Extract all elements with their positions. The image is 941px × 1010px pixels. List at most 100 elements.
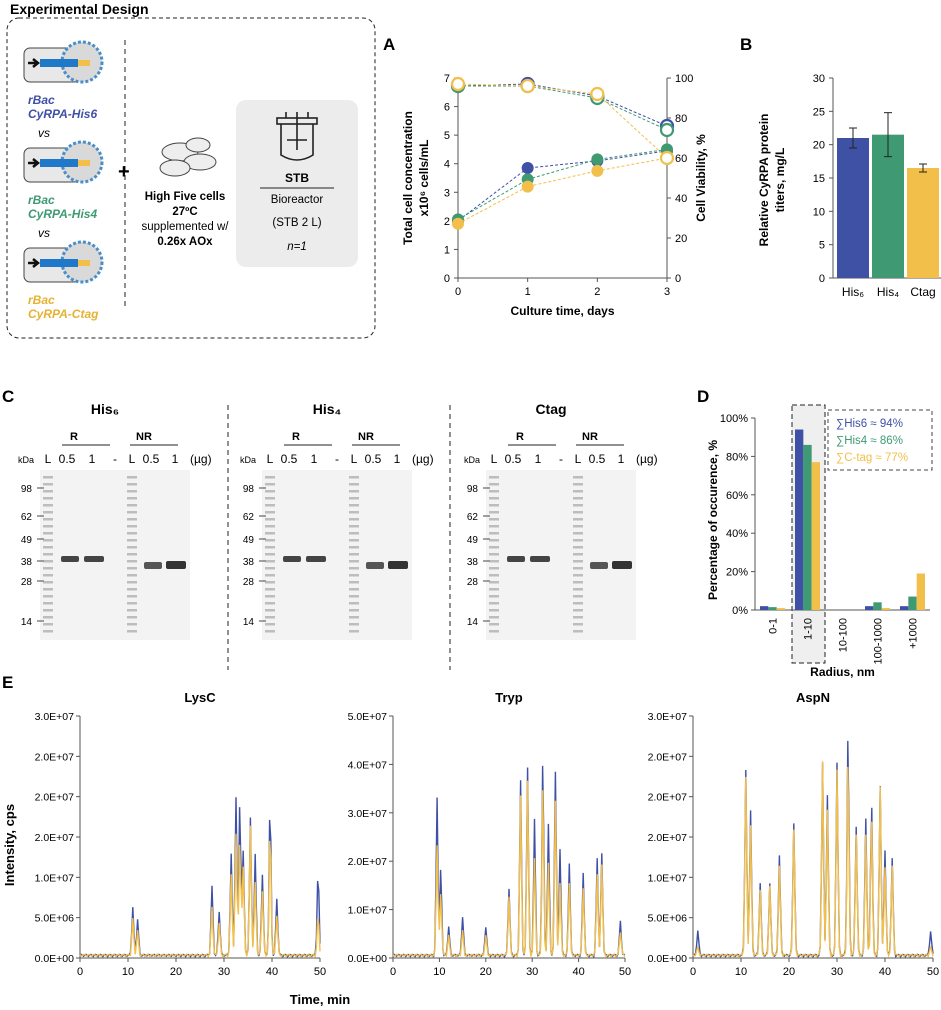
a-y-tick-label: 2: [444, 216, 450, 228]
gel-ladder-band: [573, 588, 583, 591]
gel-lane-label: L: [45, 452, 52, 466]
d-bar: [760, 606, 769, 610]
gel-ladder-band: [573, 490, 583, 493]
b-category-label: Ctag: [910, 285, 935, 299]
gene-block-icon: [40, 159, 78, 167]
gel-ladder-band: [127, 539, 137, 542]
gel-ladder-band: [127, 518, 137, 521]
e-y-tick-label: 0.0E+00: [648, 953, 688, 965]
e-y-axis-label: Intensity, cps: [2, 804, 17, 886]
gel-ladder-band: [265, 553, 275, 556]
e-y-tick-label: 1.0E+07: [648, 872, 688, 884]
a-y-tick-label: 5: [444, 130, 450, 142]
stb-volume-label: (STB 2 L): [272, 217, 321, 229]
d-category-label: +1000: [908, 618, 920, 649]
gel-nr-label: NR: [358, 431, 374, 443]
gel-r-label: R: [516, 431, 524, 443]
gel-ladder-band: [489, 532, 499, 535]
gel-ladder-band: [349, 595, 359, 598]
d-bar: [900, 606, 909, 610]
gel-kda-label: kDa: [464, 455, 480, 465]
vs-label: vs: [38, 126, 50, 140]
gel-marker-label: 38: [243, 557, 255, 568]
d-bar: [803, 444, 812, 610]
gel-ladder-band: [349, 602, 359, 605]
e-subplot-1: LysC 0.0E+00 5.0E+06 1.0E+07 2.0E+07 2.0E+07 2…: [35, 690, 327, 978]
plus-sign: +: [118, 161, 130, 183]
gel-ladder-band: [265, 518, 275, 521]
construct-name-line1: rBac: [28, 293, 55, 307]
d-y-tick-label: 60%: [726, 490, 748, 502]
gel-marker-label: 49: [243, 535, 255, 546]
gel-ladder-band: [265, 560, 275, 563]
gel-ladder-band: [573, 476, 583, 479]
gel-ladder-band: [127, 616, 137, 619]
e-x-axis-label: Time, min: [290, 992, 351, 1007]
gel-nr-label: NR: [136, 431, 152, 443]
gel-lane-label: -: [113, 452, 117, 466]
gel-ladder-band: [265, 567, 275, 570]
e-x-tick-label: 30: [526, 966, 538, 978]
gel-marker-label: 98: [243, 484, 255, 495]
gel-band: [306, 556, 326, 562]
b-bar: [907, 168, 939, 278]
gel-ladder-band: [573, 581, 583, 584]
gel-ladder-band: [489, 567, 499, 570]
gel-ladder-band: [127, 602, 137, 605]
construct-name-line1: rBac: [28, 93, 55, 107]
e-y-tick-label: 2.0E+07: [648, 751, 688, 763]
gel-ladder-band: [349, 560, 359, 563]
a-trend-line: [457, 148, 668, 220]
gel-ladder-band: [489, 497, 499, 500]
gel-ladder-band: [127, 497, 137, 500]
a-data-point: [591, 153, 604, 166]
e-x-tick-label: 40: [266, 966, 278, 978]
b-bar: [837, 138, 869, 278]
panel-d-size-chart: D 0% 20% 40% 60% 80% 100% 0-1 1-10 10-100 100-100…: [697, 387, 933, 679]
gel-ladder-band: [127, 588, 137, 591]
d-bar: [776, 608, 785, 610]
replicates-label: n=1: [287, 241, 307, 253]
gel-ladder-band: [127, 476, 137, 479]
a-trend-line: [457, 83, 668, 159]
gel-band: [612, 561, 632, 569]
gel-ladder-band: [43, 546, 53, 549]
e-subplot-title: Tryp: [495, 690, 523, 705]
d-bar: [873, 602, 882, 610]
stb-label: STB: [285, 171, 309, 185]
gel-ladder-band: [43, 511, 53, 514]
cells-icon: [159, 137, 217, 177]
gel-ladder-band: [489, 490, 499, 493]
a-data-point: [520, 78, 535, 94]
panel-b-titer-chart: B 0 5 10 15 20 25 30 His₆ His₄ Ctag Relative CyRPA…: [740, 35, 941, 299]
gel-ladder-band: [489, 595, 499, 598]
e-trace-blue: [79, 797, 321, 959]
e-x-tick-label: 20: [170, 966, 182, 978]
gel-band: [507, 556, 525, 562]
gel-ladder-band: [43, 525, 53, 528]
gel-ladder-band: [573, 560, 583, 563]
gel-title: His₆: [91, 401, 119, 417]
gel-lane-label: 0.5: [505, 452, 522, 466]
gel-ladder-band: [43, 518, 53, 521]
gel-marker-label: 49: [21, 535, 33, 546]
gel-lane-label: 0.5: [281, 452, 298, 466]
gel-ladder-band: [127, 574, 137, 577]
gel-ladder-band: [127, 525, 137, 528]
a-y-tick-label: 3: [444, 187, 450, 199]
d-y-tick-label: 100%: [720, 413, 748, 425]
gel-ladder-band: [489, 581, 499, 584]
a-y2-tick-label: 100: [675, 73, 693, 85]
gel-title: His₄: [313, 401, 341, 417]
d-y-tick-label: 20%: [726, 567, 748, 579]
gel-lane-label: 1: [89, 452, 96, 466]
gel-ladder-band: [43, 609, 53, 612]
construct-name-line2: CyRPA-Ctag: [28, 307, 99, 321]
d-category-label: 1-10: [803, 618, 815, 640]
gel-marker-label: 62: [21, 512, 33, 523]
e-x-tick-label: 0: [690, 966, 696, 978]
a-y-tick-label: 0: [444, 273, 450, 285]
a-y2-tick-label: 20: [675, 233, 687, 245]
vs-label: vs: [38, 226, 50, 240]
